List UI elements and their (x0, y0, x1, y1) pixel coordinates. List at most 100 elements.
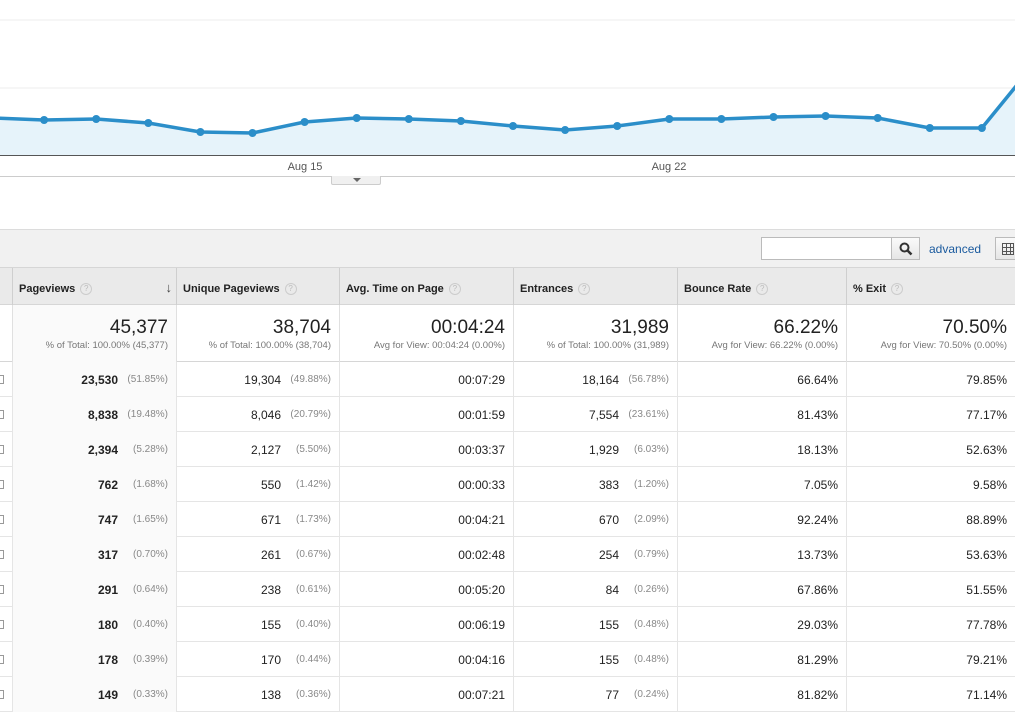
cell-avg-time: 00:04:21 (339, 502, 513, 537)
table-row[interactable]: 2,394 (5.28%) 2,127 (5.50%) 00:03:37 1,9… (0, 432, 1015, 467)
advanced-filter-link[interactable]: advanced (929, 242, 982, 256)
unique-pageviews-percent: (0.40%) (295, 619, 331, 630)
page-link-icon[interactable] (0, 620, 4, 629)
pageviews-value: 317 (97, 548, 118, 562)
column-header-entrances[interactable]: Entrances? (513, 268, 677, 306)
table-row[interactable]: 762 (1.68%) 550 (1.42%) 00:00:33 383 (1.… (0, 467, 1015, 502)
data-point[interactable] (717, 115, 726, 123)
exit-value: 9.58% (972, 478, 1007, 492)
table-row[interactable]: 23,530 (51.85%) 19,304 (49.88%) 00:07:29… (0, 362, 1015, 397)
cell-pageviews: 317 (0.70%) (12, 537, 176, 572)
help-icon[interactable]: ? (756, 283, 769, 295)
cell-unique-pageviews: 170 (0.44%) (176, 642, 339, 677)
bounce-rate-value: 18.13% (797, 443, 838, 457)
unique-pageviews-percent: (1.42%) (295, 479, 331, 490)
bounce-rate-value: 92.24% (797, 513, 838, 527)
table-row[interactable]: 178 (0.39%) 170 (0.44%) 00:04:16 155 (0.… (0, 642, 1015, 677)
table-row[interactable]: 747 (1.65%) 671 (1.73%) 00:04:21 670 (2.… (0, 502, 1015, 537)
sort-desc-icon: ↓ (165, 280, 173, 295)
bounce-rate-value: 29.03% (797, 618, 838, 632)
data-point[interactable] (665, 115, 674, 123)
pageviews-value: 180 (97, 618, 118, 632)
table-search-input[interactable] (761, 237, 892, 260)
total-subtext: % of Total: 100.00% (31,989) (546, 340, 669, 351)
bounce-rate-value: 67.86% (797, 583, 838, 597)
column-header-pageviews[interactable]: Pageviews? ↓ (12, 268, 176, 306)
page-link-icon[interactable] (0, 550, 4, 559)
cell-entrances: 254 (0.79%) (513, 537, 677, 572)
table-row[interactable]: 317 (0.70%) 261 (0.67%) 00:02:48 254 (0.… (0, 537, 1015, 572)
entrances-percent: (2.09%) (633, 514, 669, 525)
pageviews-percent: (19.48%) (127, 409, 168, 420)
avg-time-value: 00:00:33 (458, 478, 505, 492)
cell-pageviews: 291 (0.64%) (12, 572, 176, 607)
column-header-label: Bounce Rate (684, 283, 752, 295)
data-point[interactable] (40, 116, 49, 124)
data-point[interactable] (144, 119, 153, 127)
avg-time-value: 00:07:29 (458, 373, 505, 387)
data-point[interactable] (769, 113, 778, 121)
cell-bounce-rate: 29.03% (677, 607, 846, 642)
help-icon[interactable]: ? (284, 283, 297, 295)
help-icon[interactable]: ? (891, 283, 904, 295)
cell-bounce-rate: 13.73% (677, 537, 846, 572)
data-point[interactable] (977, 124, 986, 132)
column-header-exit[interactable]: % Exit? (846, 268, 1015, 306)
data-point[interactable] (300, 118, 309, 126)
page-link-icon[interactable] (0, 375, 4, 384)
table-header-row: Pageviews? ↓ Unique Pageviews? Avg. Time… (0, 267, 1015, 306)
table-row[interactable]: 8,838 (19.48%) 8,046 (20.79%) 00:01:59 7… (0, 397, 1015, 432)
help-icon[interactable]: ? (80, 283, 93, 295)
cell-bounce-rate: 81.82% (677, 677, 846, 712)
column-header-bounce-rate[interactable]: Bounce Rate? (677, 268, 846, 306)
data-point[interactable] (613, 122, 622, 130)
cell-unique-pageviews: 19,304 (49.88%) (176, 362, 339, 397)
data-point[interactable] (456, 117, 465, 125)
column-header-label: Unique Pageviews (183, 283, 280, 295)
data-point[interactable] (248, 129, 257, 137)
unique-pageviews-value: 19,304 (244, 373, 281, 387)
avg-time-value: 00:06:19 (458, 618, 505, 632)
chart-collapse-handle[interactable] (331, 176, 381, 185)
page-link-icon[interactable] (0, 480, 4, 489)
data-point[interactable] (404, 115, 413, 123)
table-row[interactable]: 291 (0.64%) 238 (0.61%) 00:05:20 84 (0.2… (0, 572, 1015, 607)
data-point[interactable] (92, 115, 101, 123)
bounce-rate-value: 81.82% (797, 688, 838, 702)
page-link-icon[interactable] (0, 585, 4, 594)
chart-area-fill (0, 87, 1015, 155)
table-row[interactable]: 149 (0.33%) 138 (0.36%) 00:07:21 77 (0.2… (0, 677, 1015, 712)
column-header-avg-time[interactable]: Avg. Time on Page? (339, 268, 513, 306)
pageviews-percent: (1.65%) (132, 514, 168, 525)
help-icon[interactable]: ? (448, 283, 461, 295)
cell-entrances: 1,929 (6.03%) (513, 432, 677, 467)
page-link-icon[interactable] (0, 515, 4, 524)
data-point[interactable] (196, 128, 205, 136)
page-link-icon[interactable] (0, 445, 4, 454)
column-header-unique-pageviews[interactable]: Unique Pageviews? (176, 268, 339, 306)
page-link-icon[interactable] (0, 655, 4, 664)
exit-value: 79.85% (966, 373, 1007, 387)
page-link-icon[interactable] (0, 410, 4, 419)
cell-entrances: 155 (0.48%) (513, 607, 677, 642)
pageviews-value: 762 (97, 478, 118, 492)
help-icon[interactable]: ? (578, 283, 591, 295)
column-header-label: Avg. Time on Page (346, 283, 444, 295)
data-point[interactable] (873, 114, 882, 122)
table-row[interactable]: 180 (0.40%) 155 (0.40%) 00:06:19 155 (0.… (0, 607, 1015, 642)
cell-entrances: 155 (0.48%) (513, 642, 677, 677)
page-link-icon[interactable] (0, 690, 4, 699)
data-point[interactable] (352, 114, 361, 122)
total-bounce-rate: 66.22% Avg for View: 66.22% (0.00%) (677, 305, 846, 362)
data-point[interactable] (821, 112, 830, 120)
entrances-percent: (1.20%) (633, 479, 669, 490)
cell-entrances: 7,554 (23.61%) (513, 397, 677, 432)
data-point[interactable] (509, 122, 517, 130)
grid-view-button[interactable] (995, 237, 1015, 260)
data-point[interactable] (561, 126, 570, 134)
unique-pageviews-value: 155 (260, 618, 281, 632)
unique-pageviews-percent: (0.61%) (295, 584, 331, 595)
data-point[interactable] (925, 124, 934, 132)
search-button[interactable] (892, 237, 920, 260)
cell-bounce-rate: 18.13% (677, 432, 846, 467)
